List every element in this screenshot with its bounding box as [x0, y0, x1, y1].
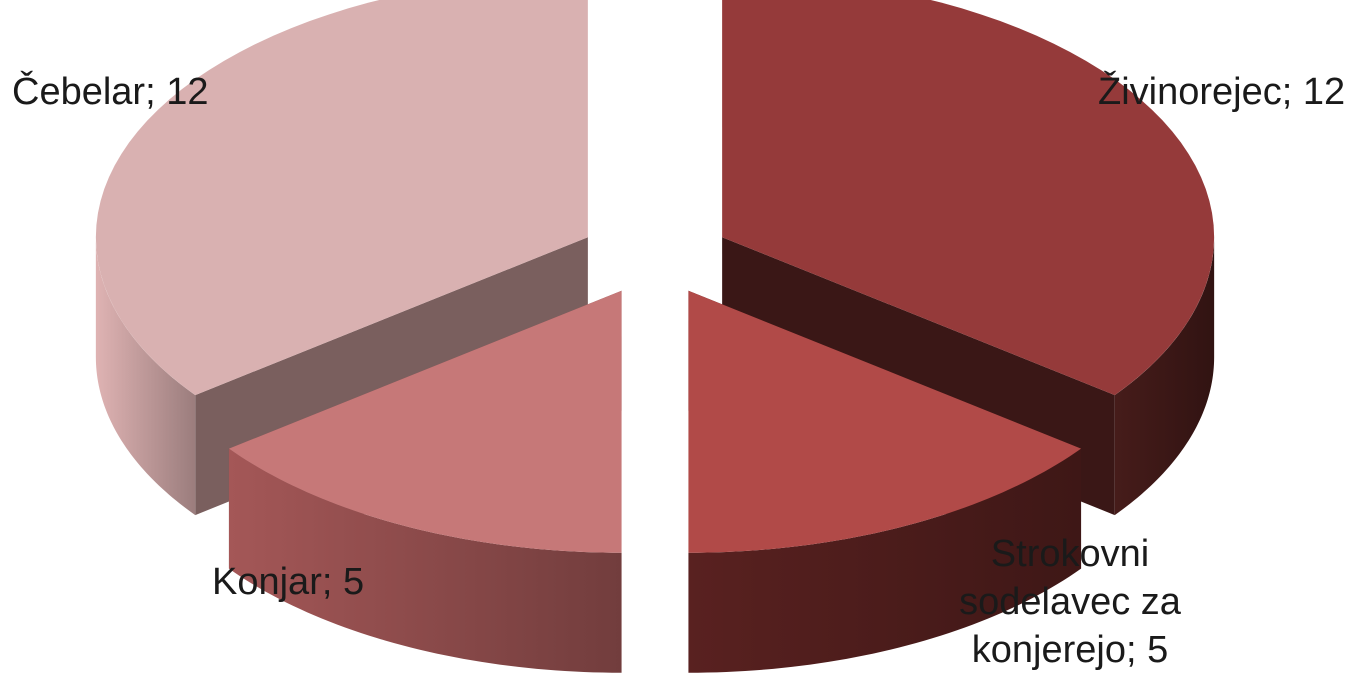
slice-label-konjar: Konjar; 5 — [212, 561, 365, 603]
slice-label-cebelar: Čebelar; 12 — [12, 71, 209, 113]
slice-side-strokovni-sodelavec — [688, 448, 1082, 673]
pie-slices — [95, 0, 1215, 673]
pie-slice-konjar — [228, 290, 622, 673]
slice-label-strokovni-sodelavec: Strokovni sodelavec za konjerejo; 5 — [959, 533, 1181, 671]
slice-side-konjar — [228, 448, 622, 673]
slice-side-cebelar — [95, 237, 196, 516]
slice-side-zivinorejec — [1114, 237, 1215, 516]
slice-top-zivinorejec — [722, 0, 1215, 396]
slice-label-zivinorejec: Živinorejec; 12 — [1098, 71, 1346, 113]
slice-top-cebelar — [95, 0, 588, 396]
slice-top-strokovni-sodelavec — [688, 290, 1082, 553]
slice-top-konjar — [228, 290, 622, 553]
pie-slice-strokovni-sodelavec — [688, 290, 1082, 673]
